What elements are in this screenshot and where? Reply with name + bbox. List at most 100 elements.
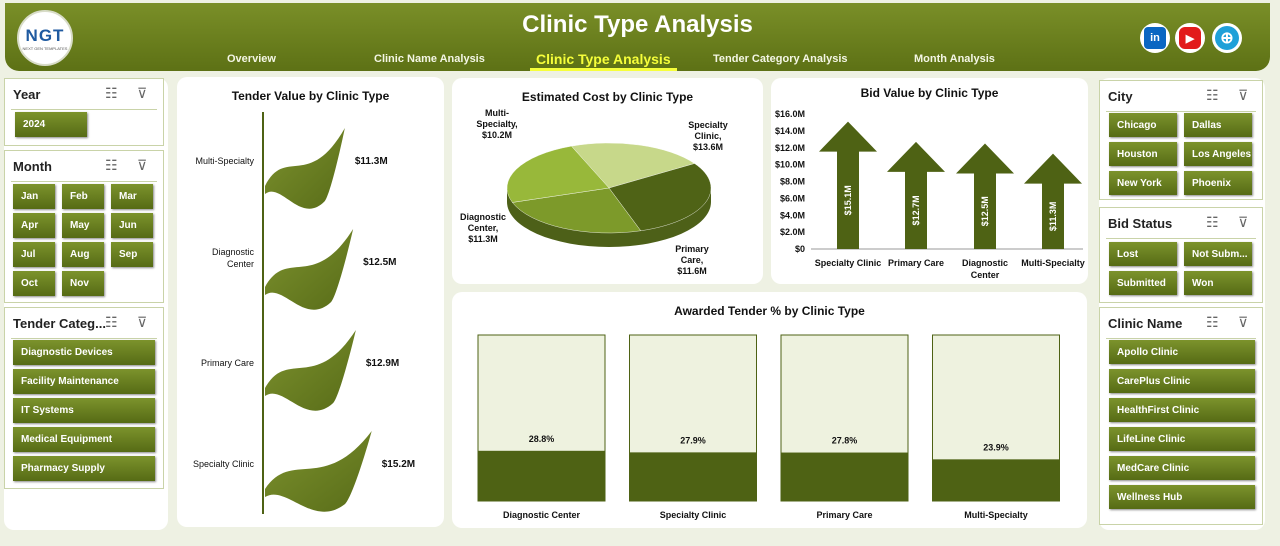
pie-slice-primary-care[interactable] [512,187,642,234]
clinic-lifeline-clinic-button[interactable]: LifeLine Clinic [1109,427,1255,451]
tender-value-category-label: Primary Care [201,358,254,368]
awarded-bar-fill[interactable] [932,459,1060,501]
awarded-tender-plot: 28.8% Diagnostic Center 27.9% Specialty Cli… [477,334,1060,520]
tender-diagnostic-devices-button[interactable]: Diagnostic Devices [13,340,155,365]
linkedin-button[interactable]: in [1140,23,1170,53]
tab-clinic-type-analysis[interactable]: Clinic Type Analysis [530,51,677,71]
clinic-medcare-clinic-button[interactable]: MedCare Clinic [1109,456,1255,480]
tender-value-data-label: $11.3M [355,156,388,167]
month-feb-button[interactable]: Feb [62,184,104,209]
clear-filter-icon[interactable]: ⊽ [137,314,148,330]
bid-submitted-button[interactable]: Submitted [1109,271,1177,295]
clinic-wellness-hub-button[interactable]: Wellness Hub [1109,485,1255,509]
city-houston-button[interactable]: Houston [1109,142,1177,166]
tender-value-plot: Multi-Specialty $11.3M Diagnostic Center $12… [193,112,415,514]
bid-value-chart: Bid Value by Clinic Type $0 $2.0M $4.0M $6.… [771,78,1088,284]
website-button[interactable]: ⊕ [1212,23,1242,53]
bid-status-slicer-title: Bid Status [1108,216,1173,231]
pie-slice-specialty-clinic[interactable] [608,163,712,231]
pie-data-label: Primary Care, $11.6M [675,244,709,276]
year-slicer: Year ☷ ⊽ 2024 [4,78,164,146]
bid-not-subm-button[interactable]: Not Subm... [1184,242,1252,266]
estimated-cost-chart: Estimated Cost by Clinic Type Multi-Spec… [452,78,763,284]
awarded-bar-fill[interactable] [781,452,908,501]
logo-text: NGT [25,25,65,45]
bid-value-data-label: $15.1M [843,185,853,215]
clinic-healthfirst-clinic-button[interactable]: HealthFirst Clinic [1109,398,1255,422]
multi-select-icon[interactable]: ☷ [105,157,118,173]
month-slicer-title: Month [13,159,52,174]
awarded-bar-fill[interactable] [478,450,605,501]
bid-value-data-label: $11.3M [1048,202,1058,232]
bid-value-axis-tick: $0 [795,244,805,254]
month-jun-button[interactable]: Jun [111,213,153,238]
clear-filter-icon[interactable]: ⊽ [137,85,148,101]
clinic-careplus-clinic-button[interactable]: CarePlus Clinic [1109,369,1255,393]
tender-facility-maintenance-button[interactable]: Facility Maintenance [13,369,155,394]
bid-value-data-label: $12.7M [911,195,921,225]
multi-select-icon[interactable]: ☷ [105,314,118,330]
clear-filter-icon[interactable]: ⊽ [137,157,148,173]
tender-value-bar[interactable] [265,128,345,209]
city-los-angeles-button[interactable]: Los Angeles [1184,142,1252,166]
globe-icon: ⊕ [1215,26,1239,50]
awarded-data-label: 27.8% [832,436,858,446]
awarded-bar-fill[interactable] [629,452,757,501]
month-sep-button[interactable]: Sep [111,242,153,267]
bid-lost-button[interactable]: Lost [1109,242,1177,266]
month-jul-button[interactable]: Jul [13,242,55,267]
pie-slice-multi-specialty[interactable] [571,142,696,189]
bid-won-button[interactable]: Won [1184,271,1252,295]
bid-value-axis-tick: $16.0M [775,109,805,119]
clear-filter-icon[interactable]: ⊽ [1238,214,1249,230]
tender-value-bar[interactable] [265,330,356,411]
tender-pharmacy-supply-button[interactable]: Pharmacy Supply [13,456,155,481]
clear-filter-icon[interactable]: ⊽ [1238,314,1249,330]
bid-value-bar[interactable] [956,143,1014,249]
multi-select-icon[interactable]: ☷ [1206,87,1219,103]
tender-value-data-label: $15.2M [382,459,415,470]
city-new-york-button[interactable]: New York [1109,171,1177,195]
bid-value-axis-tick: $8.0M [780,177,805,187]
tab-tender-category-analysis[interactable]: Tender Category Analysis [713,53,848,65]
month-mar-button[interactable]: Mar [111,184,153,209]
tab-overview[interactable]: Overview [227,53,276,65]
youtube-button[interactable]: ▶ [1175,23,1205,53]
tender-it-systems-button[interactable]: IT Systems [13,398,155,423]
bid-value-bar[interactable] [819,121,877,249]
awarded-category-label: Specialty Clinic [660,510,727,520]
tender-value-bar[interactable] [265,431,372,512]
month-jan-button[interactable]: Jan [13,184,55,209]
awarded-category-label: Diagnostic Center [503,510,581,520]
multi-select-icon[interactable]: ☷ [1206,314,1219,330]
bid-value-plot: $0 $2.0M $4.0M $6.0M $8.0M $10.0M $12.0M $14.0M… [775,109,1085,280]
estimated-cost-chart-title: Estimated Cost by Clinic Type [521,90,694,104]
bid-value-bar[interactable] [887,141,945,249]
tender-value-category-label: Diagnostic Center [212,247,255,269]
month-nov-button[interactable]: Nov [62,271,104,296]
pie-slice-diagnostic-center[interactable] [506,145,610,203]
multi-select-icon[interactable]: ☷ [105,85,118,101]
year-slicer-title: Year [13,87,41,102]
month-oct-button[interactable]: Oct [13,271,55,296]
pie-data-label: Specialty Clinic, $13.6M [688,120,728,152]
month-aug-button[interactable]: Aug [62,242,104,267]
month-apr-button[interactable]: Apr [13,213,55,238]
month-may-button[interactable]: May [62,213,104,238]
clear-filter-icon[interactable]: ⊽ [1238,87,1249,103]
bid-value-bar[interactable] [1024,153,1082,249]
tender-medical-equipment-button[interactable]: Medical Equipment [13,427,155,452]
page-title: Clinic Type Analysis [522,11,753,38]
year-2024-button[interactable]: 2024 [15,112,87,137]
city-phoenix-button[interactable]: Phoenix [1184,171,1252,195]
month-slicer: Month ☷ ⊽ Jan Feb Mar Apr May Jun Jul Aug Sep Oct… [4,150,164,303]
city-dallas-button[interactable]: Dallas [1184,113,1252,137]
header-bar: NGT NEXT GEN TEMPLATES Clinic Type Analy… [5,3,1270,71]
clinic-apollo-clinic-button[interactable]: Apollo Clinic [1109,340,1255,364]
city-chicago-button[interactable]: Chicago [1109,113,1177,137]
city-slicer-title: City [1108,89,1133,104]
tab-clinic-name-analysis[interactable]: Clinic Name Analysis [374,53,485,65]
tender-value-bar[interactable] [265,229,354,310]
tab-month-analysis[interactable]: Month Analysis [914,53,995,65]
multi-select-icon[interactable]: ☷ [1206,214,1219,230]
